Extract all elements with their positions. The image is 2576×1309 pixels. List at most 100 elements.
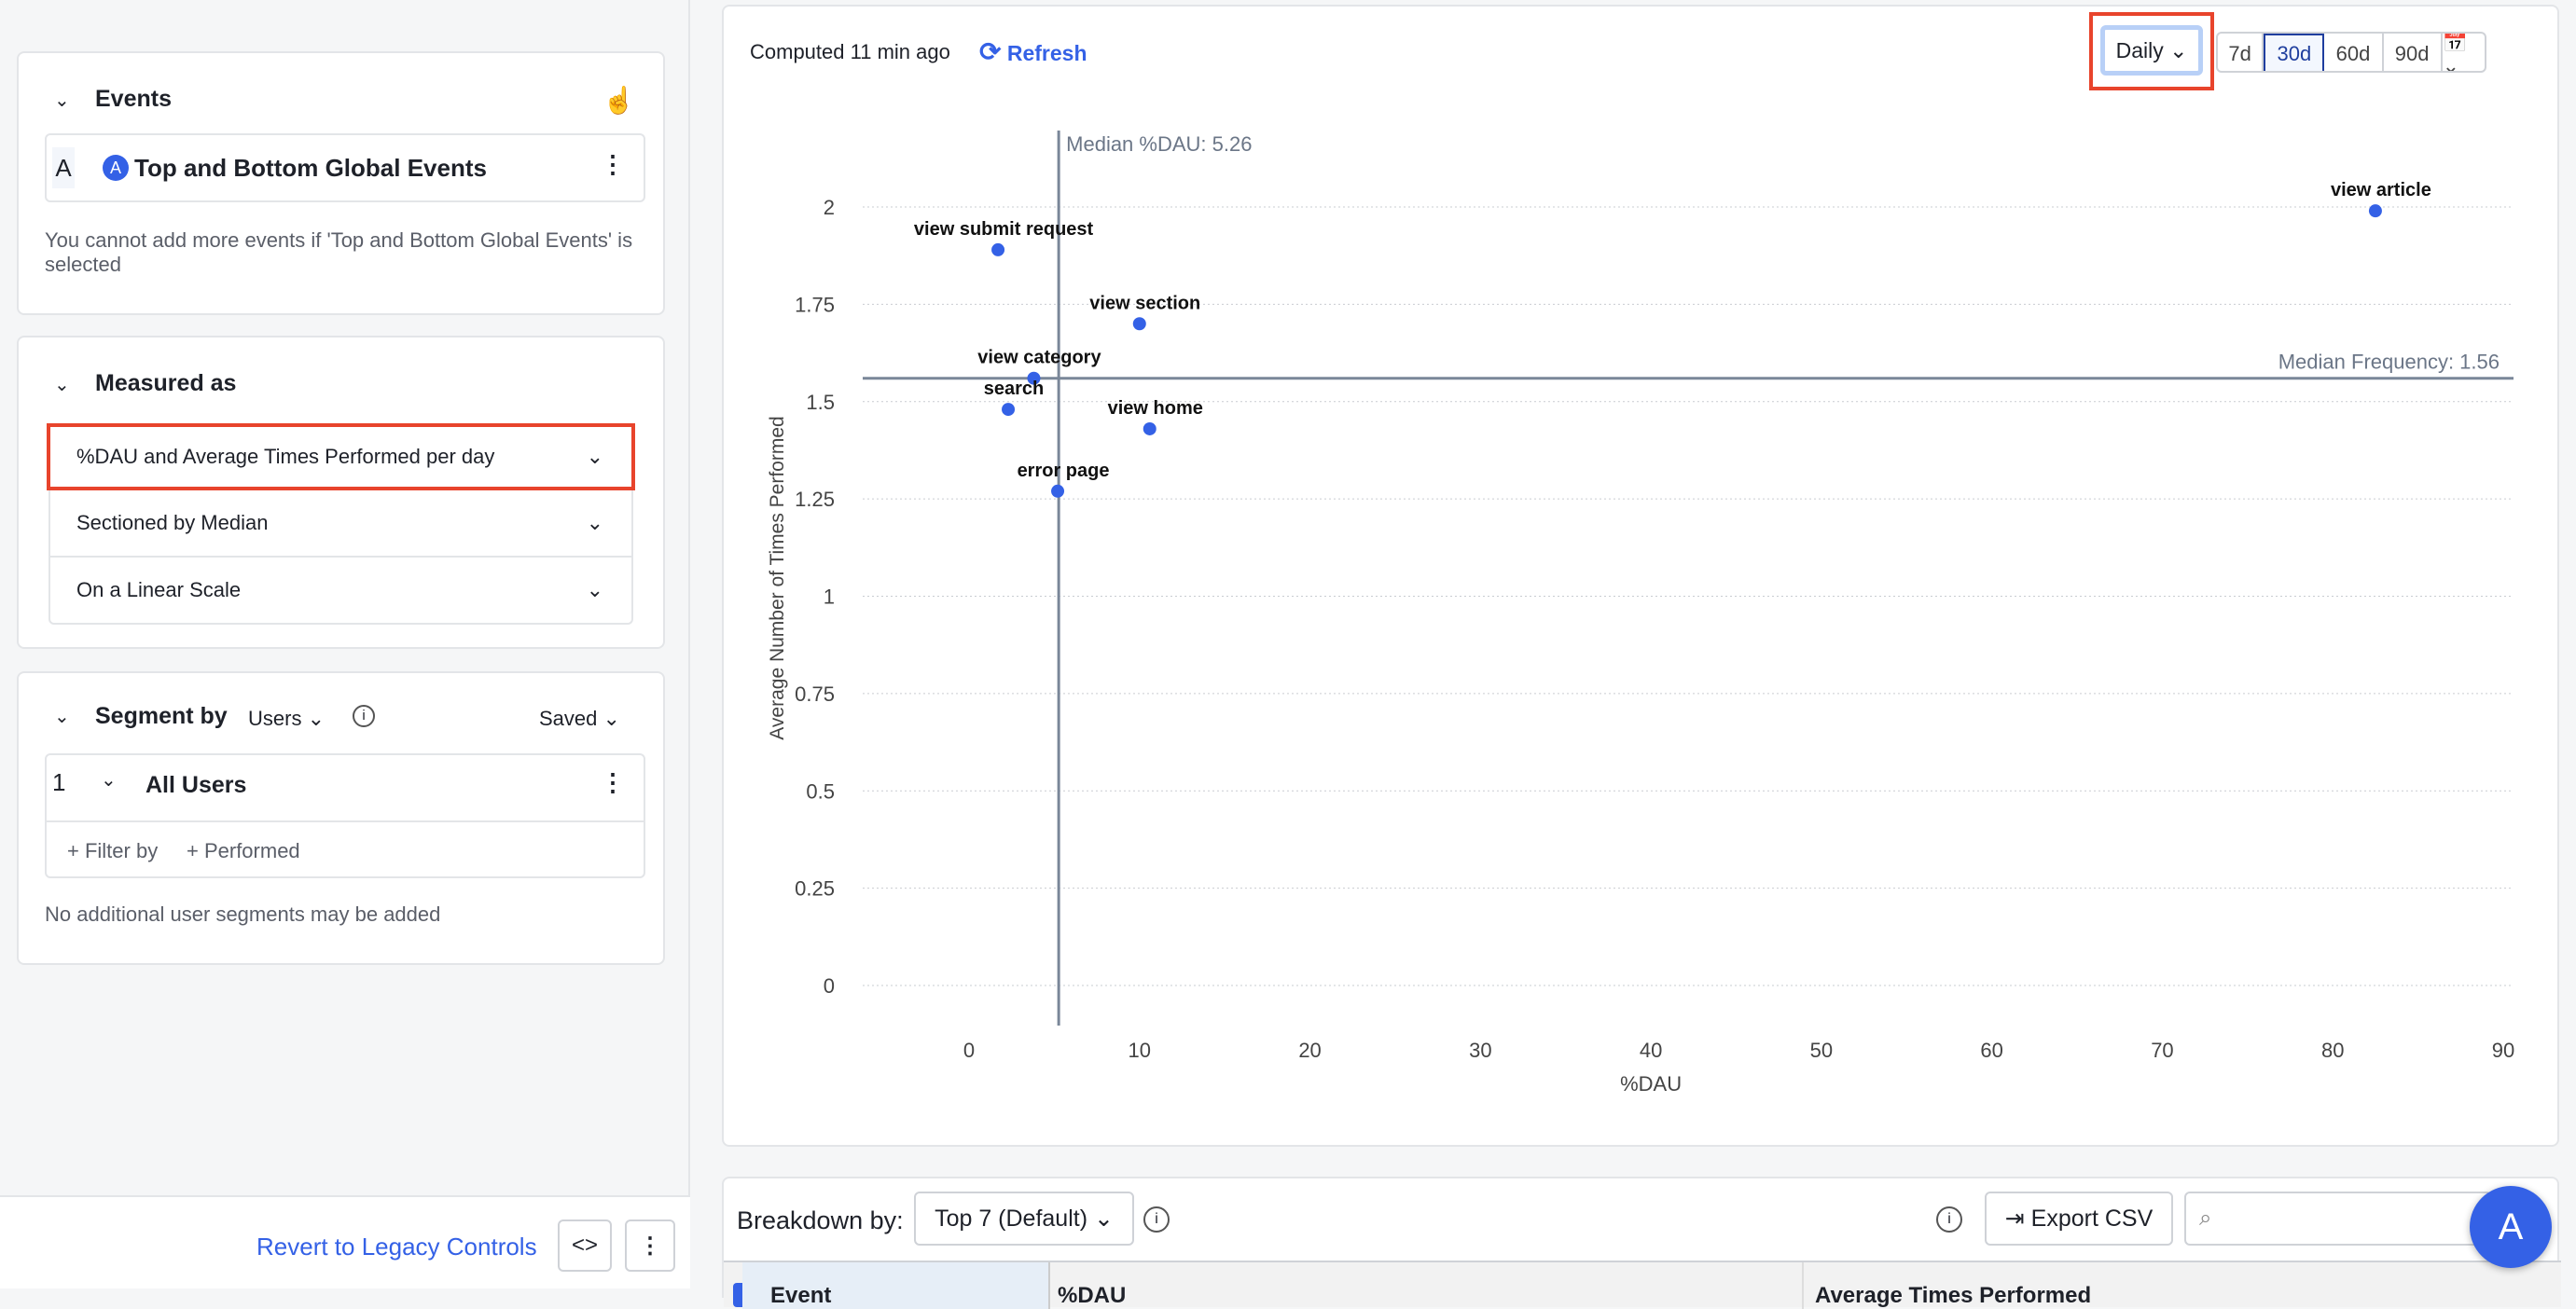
segment-menu-icon[interactable]: ⋮ <box>601 768 625 796</box>
range-90d[interactable]: 90d <box>2384 34 2443 71</box>
breakdown-dropdown[interactable]: Top 7 (Default) ⌄ <box>914 1192 1134 1246</box>
segment-card: ⌄ Segment by Users ⌄ i Saved ⌄ 1 ⌄ All U… <box>17 671 665 965</box>
y-tick-label: 1.5 <box>806 391 835 414</box>
x-tick-label: 70 <box>2151 1039 2173 1062</box>
export-icon: ⇥ <box>2004 1206 2025 1232</box>
x-tick-label: 40 <box>1640 1039 1662 1062</box>
event-letter: A <box>52 147 75 188</box>
collapse-chevron-icon[interactable]: ⌄ <box>54 375 70 395</box>
segment-index: 1 <box>52 768 66 796</box>
events-card: ⌄ Events ☝ A A Top and Bottom Global Eve… <box>17 51 665 315</box>
interval-dropdown[interactable]: Daily ⌄ <box>2100 25 2203 76</box>
point-label: view section <box>1089 293 1200 313</box>
range-7d[interactable]: 7d <box>2218 34 2264 71</box>
median-y-label: Median Frequency: 1.56 <box>2278 351 2500 374</box>
events-title: Events <box>95 86 172 112</box>
data-point <box>1132 317 1146 331</box>
export-csv-button[interactable]: ⇥ Export CSV <box>1985 1192 2173 1246</box>
range-60d[interactable]: 60d <box>2324 34 2384 71</box>
y-tick-label: 0.75 <box>795 682 835 706</box>
amplitude-assistant-button[interactable]: A <box>2470 1186 2552 1268</box>
scale-select[interactable]: On a Linear Scale ⌄ <box>48 558 633 625</box>
y-tick-label: 0.5 <box>806 779 835 803</box>
data-point <box>2368 204 2382 218</box>
y-tick-label: 0 <box>824 974 835 998</box>
x-axis-label: %DAU <box>1620 1072 1682 1095</box>
info-icon[interactable]: i <box>1936 1206 1962 1233</box>
range-group: 7d 30d 60d 90d 📅⌄ <box>2216 32 2486 73</box>
collapse-chevron-icon[interactable]: ⌄ <box>54 90 70 111</box>
event-name: Top and Bottom Global Events <box>134 154 487 182</box>
point-label: view category <box>977 348 1101 368</box>
performed-button[interactable]: + Performed <box>187 839 300 862</box>
segment-row: 1 ⌄ All Users ⋮ + Filter by + Performed <box>45 753 645 878</box>
y-axis-label: Average Number of Times Performed <box>767 416 788 739</box>
x-tick-label: 80 <box>2321 1039 2344 1062</box>
refresh-button[interactable]: ⟳ Refresh <box>979 37 1087 66</box>
left-panel <box>0 0 690 1288</box>
point-label: view submit request <box>914 219 1094 240</box>
table-header: Event %DAU Average Times Performed <box>724 1261 2561 1309</box>
breakdown-card: Breakdown by: Top 7 (Default) ⌄ i i ⇥ Ex… <box>722 1177 2561 1309</box>
column-dau[interactable]: %DAU <box>1058 1283 1127 1308</box>
info-icon[interactable]: i <box>353 705 375 727</box>
y-tick-label: 2 <box>824 196 835 219</box>
y-tick-label: 1 <box>824 586 835 609</box>
section-select[interactable]: Sectioned by Median ⌄ <box>48 490 633 558</box>
interval-highlight <box>2089 12 2214 90</box>
events-note: You cannot add more events if 'Top and B… <box>45 228 633 276</box>
data-point <box>1143 421 1156 435</box>
chevron-down-icon: ⌄ <box>586 511 603 534</box>
calendar-dropdown[interactable]: 📅⌄ <box>2442 32 2469 73</box>
x-tick-label: 60 <box>1980 1039 2002 1062</box>
x-tick-label: 20 <box>1298 1039 1321 1062</box>
search-input[interactable]: ⌕ <box>2184 1192 2492 1246</box>
point-label: view article <box>2331 180 2431 200</box>
scale-value: On a Linear Scale <box>76 578 242 601</box>
median-x-label: Median %DAU: 5.26 <box>1066 132 1252 156</box>
segment-note: No additional user segments may be added <box>45 903 441 926</box>
event-menu-icon[interactable]: ⋮ <box>601 150 625 178</box>
x-tick-label: 50 <box>1810 1039 1833 1062</box>
point-label: search <box>984 379 1045 399</box>
chevron-down-icon: ⌄ <box>586 578 603 601</box>
chevron-down-icon: ⌄ <box>586 445 603 468</box>
x-tick-label: 0 <box>963 1039 975 1062</box>
segment-title: Segment by <box>95 703 228 729</box>
y-tick-label: 0.25 <box>795 877 835 901</box>
amplitude-icon: A <box>103 155 129 181</box>
collapse-chevron-icon[interactable]: ⌄ <box>101 770 117 791</box>
data-point <box>991 242 1005 256</box>
code-toggle-button[interactable]: <> <box>558 1219 612 1272</box>
point-label: error page <box>1018 461 1110 481</box>
segment-name: All Users <box>145 772 247 798</box>
data-point <box>1051 484 1065 498</box>
x-tick-label: 10 <box>1129 1039 1151 1062</box>
saved-dropdown[interactable]: Saved ⌄ <box>539 707 620 730</box>
metric-select[interactable]: %DAU and Average Times Performed per day… <box>47 423 635 490</box>
more-options-button[interactable]: ⋮ <box>625 1219 675 1272</box>
measured-card: ⌄ Measured as %DAU and Average Times Per… <box>17 336 665 649</box>
left-footer: Revert to Legacy Controls <> ⋮ <box>0 1195 690 1288</box>
x-tick-label: 30 <box>1469 1039 1491 1062</box>
filter-by-button[interactable]: + Filter by <box>67 839 159 862</box>
y-tick-label: 1.25 <box>795 488 835 511</box>
section-value: Sectioned by Median <box>76 511 269 534</box>
y-tick-label: 1.75 <box>795 293 835 316</box>
metric-value: %DAU and Average Times Performed per day <box>76 445 495 468</box>
collapse-chevron-icon[interactable]: ⌄ <box>54 707 70 727</box>
event-row[interactable]: A A Top and Bottom Global Events ⋮ <box>45 133 645 202</box>
refresh-icon: ⟳ <box>979 37 1002 66</box>
revert-link[interactable]: Revert to Legacy Controls <box>256 1233 537 1261</box>
computed-text: Computed 11 min ago <box>750 40 950 63</box>
data-point <box>1027 371 1041 385</box>
range-30d[interactable]: 30d <box>2264 34 2325 71</box>
measured-title: Measured as <box>95 370 237 396</box>
column-avg-times[interactable]: Average Times Performed <box>1815 1283 2092 1308</box>
column-event[interactable]: Event <box>770 1283 832 1308</box>
users-dropdown[interactable]: Users ⌄ <box>248 707 325 730</box>
info-icon[interactable]: i <box>1143 1206 1170 1233</box>
hand-pointer-icon[interactable]: ☝ <box>602 86 635 115</box>
chart-card: Computed 11 min ago ⟳ Refresh Daily ⌄ 7d… <box>722 5 2559 1147</box>
